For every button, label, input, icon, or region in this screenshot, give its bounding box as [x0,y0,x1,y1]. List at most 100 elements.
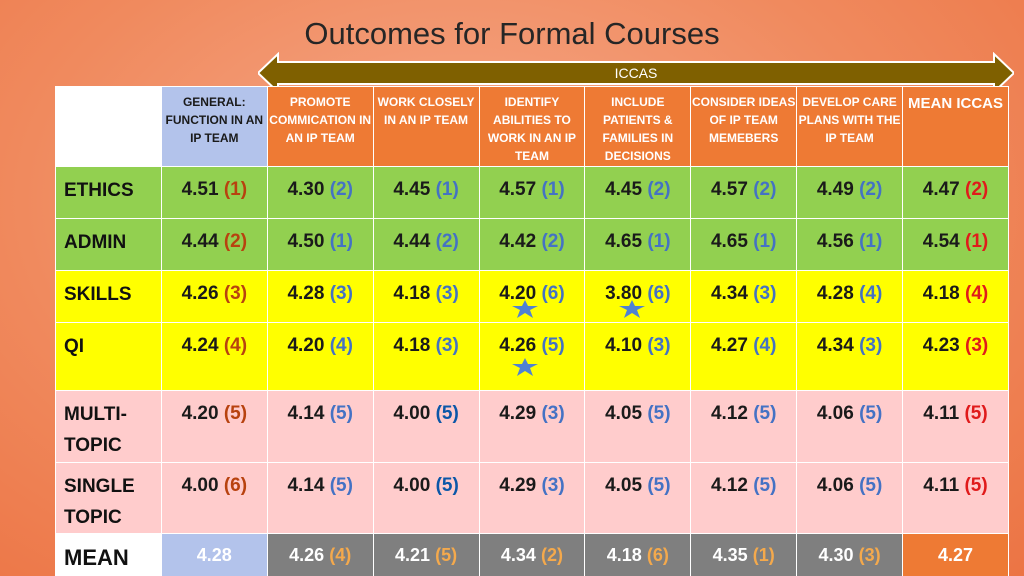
cell-rank: (3) [435,283,459,304]
header-develop: DEVELOP CARE PLANS WITH THE IP TEAM [796,86,903,167]
row-label: SKILLS [55,270,162,323]
cell-rank: (6) [647,283,671,304]
cell-consider: 4.12 (5) [690,390,798,463]
mean-cell-develop: 4.30 (3) [796,533,903,576]
cell-rank: (4) [223,335,248,356]
row-label: SINGLE TOPIC [55,462,162,534]
cell-value: 3.80 [605,283,643,304]
cell-promote: 4.28 (3) [266,270,374,323]
cell-identify: 4.29 (3) [478,390,586,463]
star-icon [512,358,538,376]
cell-value: 4.34 [500,545,536,565]
cell-develop: 4.06 (5) [796,390,903,463]
cell-consider: 4.57 (2) [690,166,798,219]
cell-rank: (4) [329,545,352,565]
cell-work: 4.00 (5) [372,390,480,463]
cell-value: 4.35 [712,545,748,565]
cell-rank: (1) [965,231,989,252]
header-row: GENERAL: FUNCTION IN AN IP TEAM PROMOTE … [55,86,1009,167]
cell-rank: (6) [646,545,669,565]
cell-rank: (4) [753,335,777,356]
cell-value: 4.45 [393,179,431,200]
cell-rank: (3) [753,283,777,304]
star-icon [512,300,538,318]
cell-rank: (1) [752,545,775,565]
row-label: ETHICS [55,166,162,219]
cell-value: 4.06 [816,475,854,496]
cell-work: 4.00 (5) [372,462,480,534]
cell-rank: (3) [541,475,565,496]
header-promote: PROMOTE COMMICATION IN AN IP TEAM [266,86,374,167]
cell-value: 4.12 [710,475,748,496]
cell-rank: (3) [329,283,353,304]
cell-value: 4.12 [710,403,748,424]
cell-rank: (1) [435,179,459,200]
cell-include: 4.05 (5) [584,462,692,534]
cell-rank: (2) [753,179,777,200]
cell-consider: 4.12 (5) [690,462,798,534]
cell-consider: 4.27 (4) [690,322,798,391]
cell-value: 4.05 [605,475,643,496]
header-identify: IDENTIFY ABILITIES TO WORK IN AN IP TEAM [478,86,586,167]
cell-rank: (5) [753,403,777,424]
cell-rank: (5) [435,475,459,496]
cell-rank: (5) [964,475,988,496]
cell-develop: 4.56 (1) [796,218,903,271]
cell-value: 4.34 [816,335,854,356]
cell-rank: (5) [435,403,459,424]
cell-value: 4.42 [499,231,537,252]
cell-rank: (4) [859,283,883,304]
cell-value: 4.27 [710,335,748,356]
cell-rank: (5) [647,475,671,496]
cell-rank: (5) [435,545,458,565]
page-title: Outcomes for Formal Courses [304,16,720,51]
mean-iccas: 4.27 [902,533,1009,576]
cell-value: 4.51 [181,179,219,200]
cell-rank: (5) [753,475,777,496]
cell-rank: (2) [965,179,989,200]
cell-rank: (1) [329,231,353,252]
star-icon [619,300,645,318]
cell-value: 4.20 [499,283,537,304]
cell-value: 4.00 [393,403,431,424]
cell-value: 4.14 [287,403,325,424]
cell-consider: 4.34 (3) [690,270,798,323]
cell-mean-iccas: 4.11 (5) [902,462,1009,534]
cell-rank: (5) [647,403,671,424]
cell-general: 4.44 (2) [160,218,268,271]
cell-rank: (2) [541,231,565,252]
cell-value: 4.65 [605,231,643,252]
mean-cell-identify: 4.34 (2) [478,533,586,576]
cell-rank: (1) [541,179,565,200]
cell-value: 4.24 [181,335,219,356]
header-mean-iccas: MEAN ICCAS [902,86,1009,167]
mean-general: 4.28 [160,533,268,576]
row-label: ADMIN [55,218,162,271]
cell-include: 4.10 (3) [584,322,692,391]
cell-mean-iccas: 4.18 (4) [902,270,1009,323]
cell-value: 4.30 [287,179,325,200]
cell-rank: (5) [859,475,883,496]
cell-develop: 4.34 (3) [796,322,903,391]
header-include: INCLUDE PATIENTS & FAMILIES IN DECISIONS [584,86,692,167]
cell-value: 4.06 [816,403,854,424]
cell-value: 4.18 [606,545,642,565]
mean-cell-consider: 4.35 (1) [690,533,798,576]
cell-value: 4.49 [816,179,854,200]
row-label: MULTI-TOPIC [55,390,162,463]
cell-value: 4.30 [818,545,854,565]
cell-mean-iccas: 4.54 (1) [902,218,1009,271]
cell-identify: 4.42 (2) [478,218,586,271]
mean-cell-work: 4.21 (5) [372,533,480,576]
cell-rank: (2) [435,231,459,252]
table-row: QI 4.24 (4) 4.20 (4) 4.18 (3) 4.26 (5) 4.10 (… [55,322,1009,391]
cell-include: 4.45 (2) [584,166,692,219]
cell-promote: 4.20 (4) [266,322,374,391]
cell-rank: (3) [858,545,881,565]
cell-develop: 4.28 (4) [796,270,903,323]
cell-rank: (3) [541,403,565,424]
cell-value: 4.54 [922,231,960,252]
cell-value: 4.23 [922,335,960,356]
cell-mean-iccas: 4.23 (3) [902,322,1009,391]
cell-value: 4.56 [816,231,854,252]
